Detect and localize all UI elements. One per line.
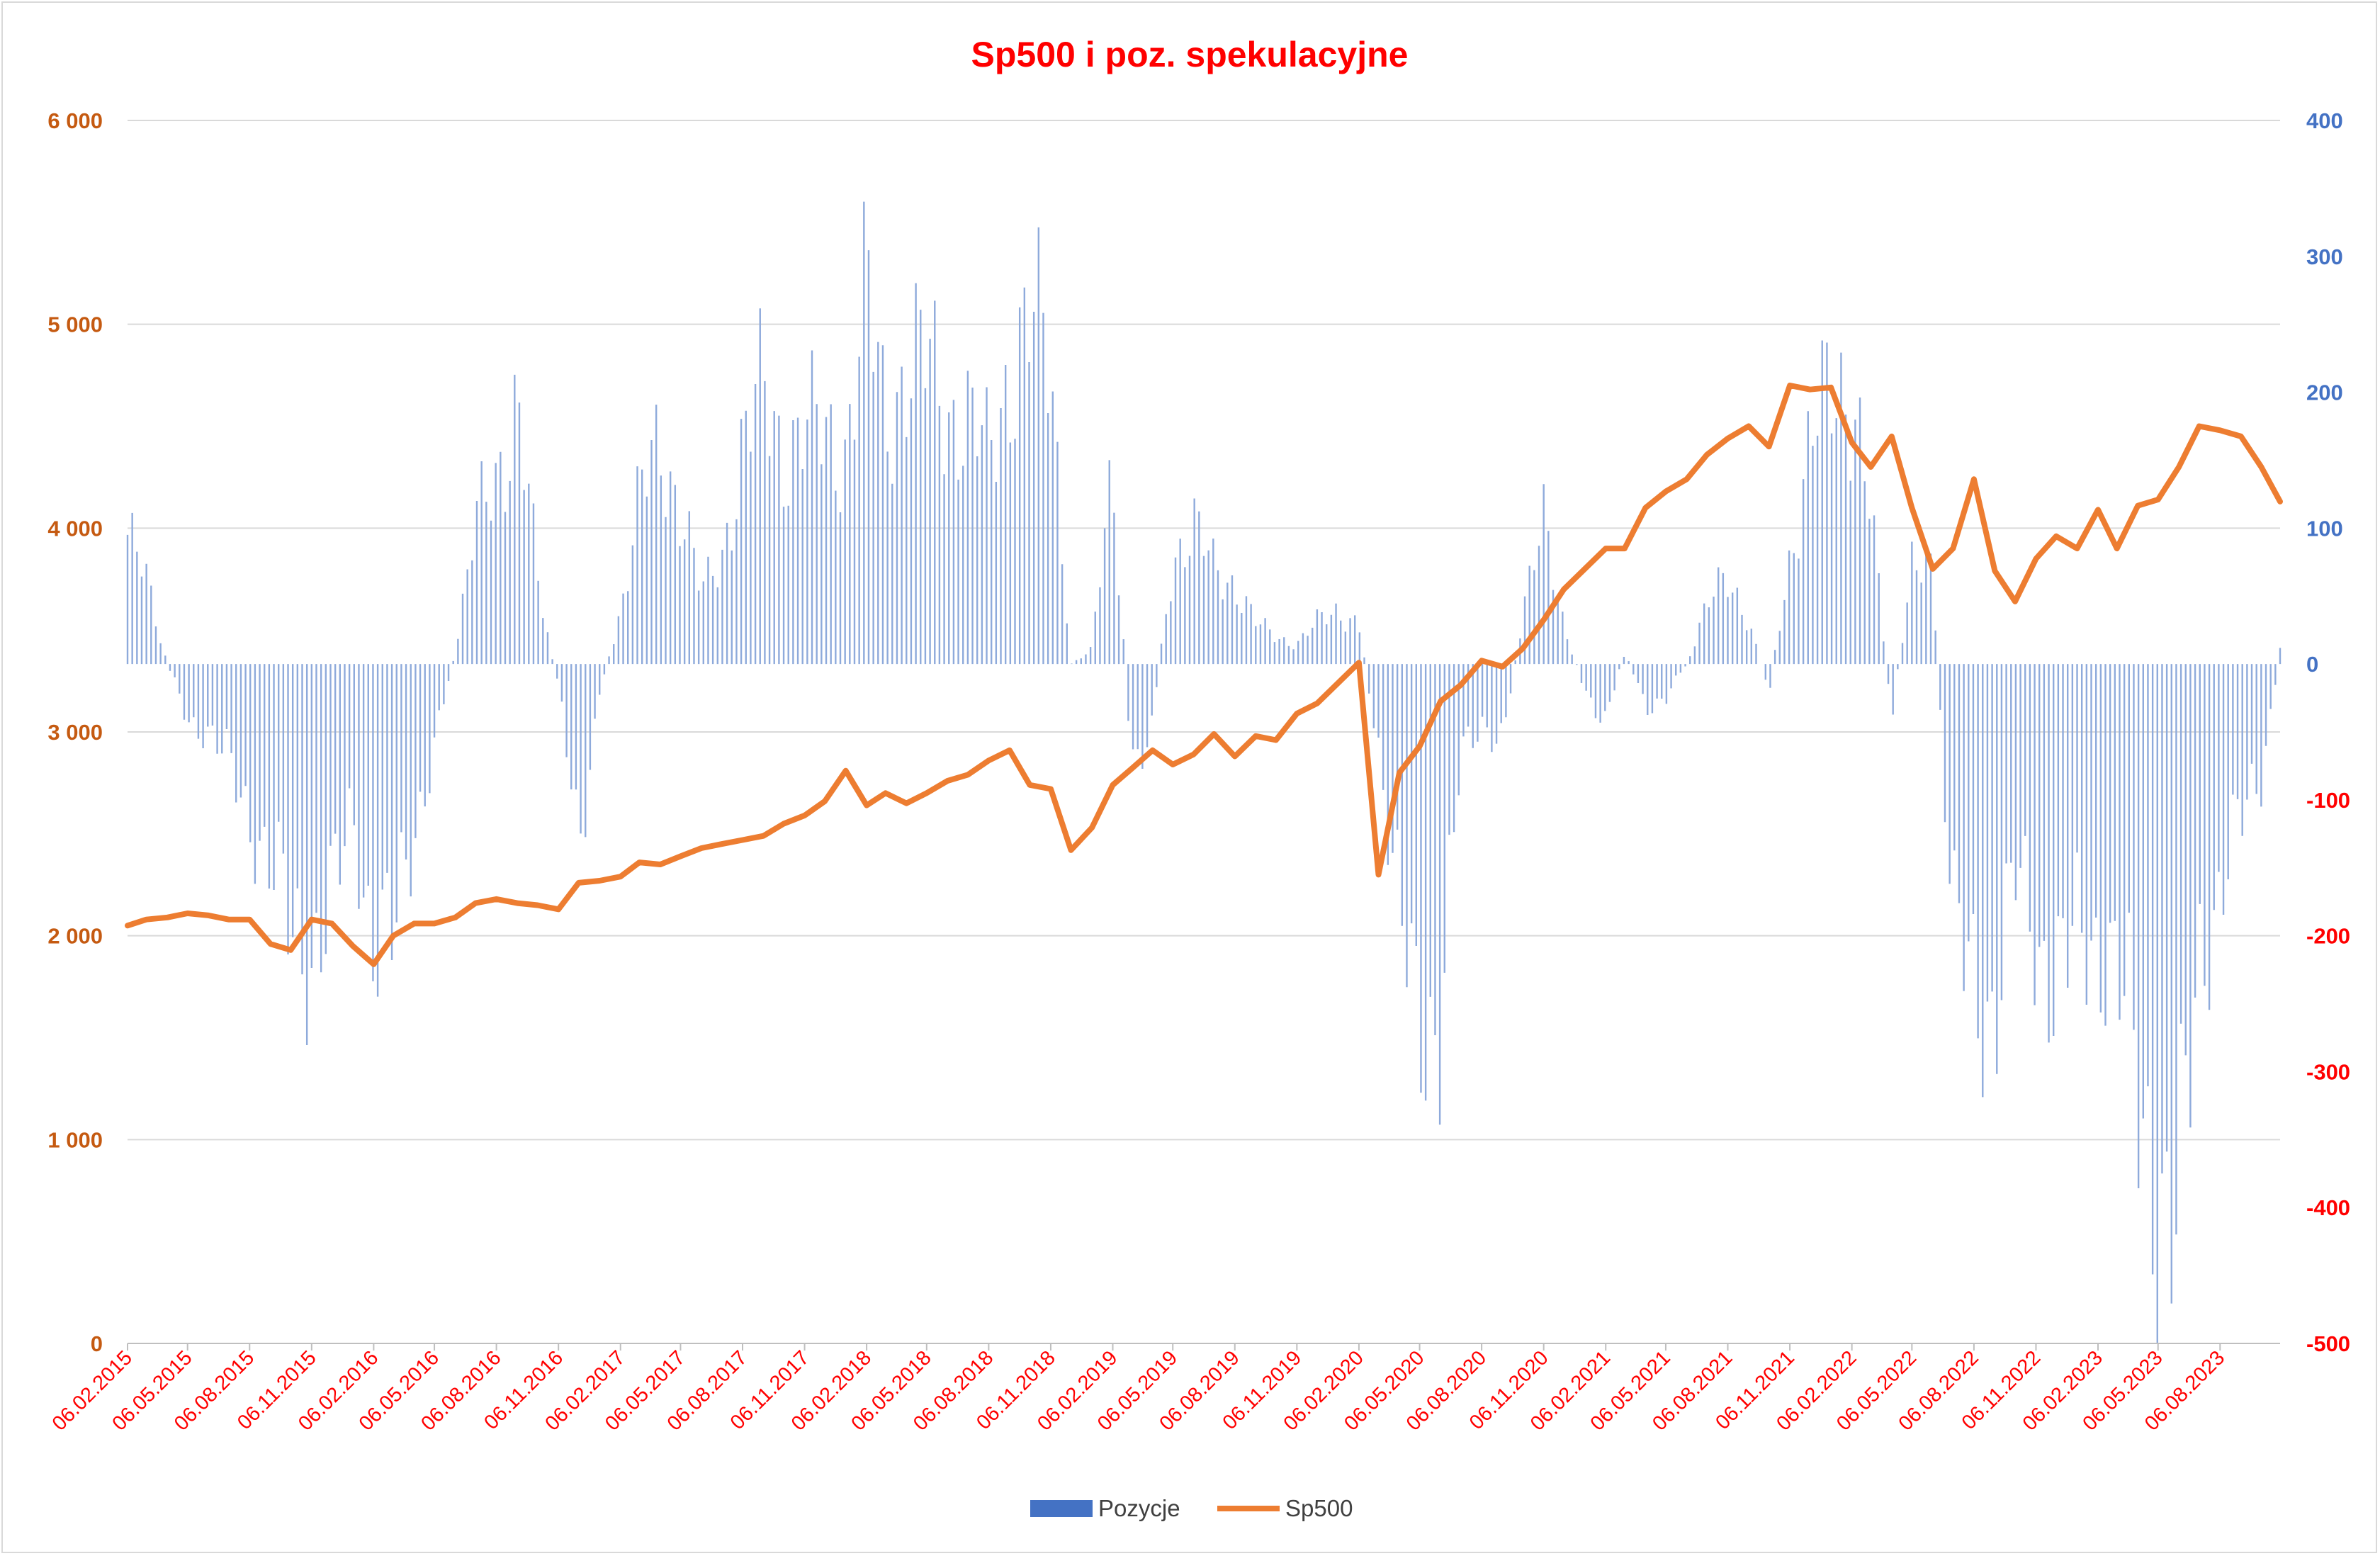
y-right-tick-label: 300: [2306, 244, 2343, 269]
sp500-line-group: [125, 383, 2283, 967]
y-right-tick-label: 200: [2306, 380, 2343, 405]
y-right-tick-label: -500: [2306, 1331, 2350, 1356]
y-right-tick-label: 100: [2306, 516, 2343, 541]
y-left-tick-label: 6 000: [47, 108, 103, 133]
y-left-tick-label: 2 000: [47, 924, 103, 949]
legend-swatch-pozycje: [1030, 1500, 1093, 1517]
y-right-tick-label: 0: [2306, 652, 2318, 677]
y-left-tick-label: 3 000: [47, 720, 103, 745]
sp500-line: [125, 383, 2283, 967]
y-right-tick-label: 400: [2306, 108, 2343, 133]
x-axis: 06.02.201506.05.201506.08.201506.11.2015…: [48, 1343, 2280, 1436]
y-right-tick-label: -100: [2306, 788, 2350, 813]
y-left-tick-label: 5 000: [47, 312, 103, 337]
y-left-tick-label: 4 000: [47, 516, 103, 541]
chart-title: Sp500 i poz. spekulacyjne: [971, 35, 1409, 74]
y-left-tick-label: 0: [91, 1331, 103, 1356]
legend-label-pozycje: Pozycje: [1098, 1495, 1180, 1521]
positions-bars: [126, 201, 2282, 1344]
y-right-tick-label: -400: [2306, 1195, 2350, 1220]
y-left-tick-label: 1 000: [47, 1127, 103, 1152]
legend: Pozycje Sp500: [1030, 1495, 1353, 1521]
y-right-tick-label: -300: [2306, 1059, 2350, 1084]
y-right-tick-label: -200: [2306, 924, 2350, 949]
y-axis-left: 0 1 000 2 000 3 000 4 000 5 000 6 000: [47, 108, 103, 1356]
legend-label-sp500: Sp500: [1285, 1495, 1353, 1521]
y-axis-right: -500 -400 -300 -200 -100 0 100 200 300 400: [2306, 108, 2350, 1356]
